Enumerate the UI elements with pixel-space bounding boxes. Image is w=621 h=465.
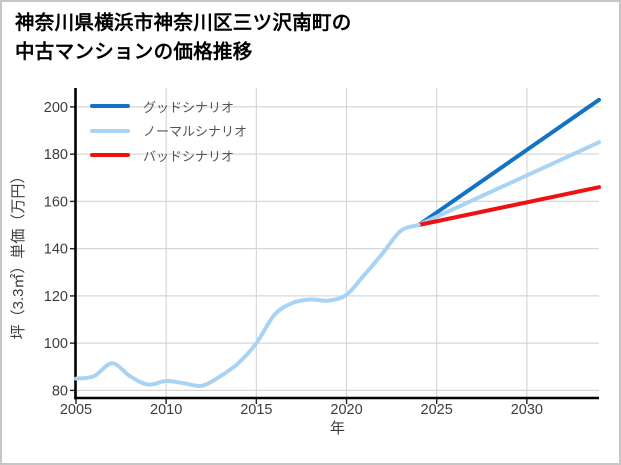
y-tick-label: 120 bbox=[44, 289, 68, 305]
axis-spines bbox=[74, 88, 599, 400]
y-tick-label: 180 bbox=[44, 147, 68, 163]
x-tick-label: 2020 bbox=[330, 402, 362, 418]
y-axis-label: 坪（3.3㎡）単価（万円） bbox=[10, 169, 27, 340]
chart-title-line2: 中古マンションの価格推移 bbox=[15, 40, 253, 63]
legend-line-icon-normal bbox=[90, 128, 130, 133]
legend-line-icon-bad bbox=[90, 153, 130, 157]
series-line-historical bbox=[74, 223, 421, 388]
legend-item-good: グッドシナリオ bbox=[90, 99, 247, 115]
gridlines bbox=[76, 88, 599, 398]
series-line-normal bbox=[416, 140, 601, 227]
x-tick-label: 2005 bbox=[60, 402, 92, 418]
y-tick-label: 200 bbox=[44, 100, 68, 116]
y-tick-label: 160 bbox=[44, 194, 68, 210]
x-axis-label: 年 bbox=[330, 420, 345, 437]
tick-labels: 2005 2010 2015 2020 2025 2030 80 100 120 140 160 18… bbox=[44, 100, 543, 418]
y-tick-label: 100 bbox=[44, 336, 68, 352]
x-tick-label: 2025 bbox=[421, 402, 453, 418]
chart-title: 神奈川県横浜市神奈川区三ツ沢南町の 中古マンションの価格推移 bbox=[15, 9, 352, 66]
chart-legend: グッドシナリオ ノーマルシナリオ バッドシナリオ bbox=[90, 99, 247, 173]
legend-label-bad: バッドシナリオ bbox=[143, 148, 235, 164]
legend-label-good: グッドシナリオ bbox=[143, 99, 235, 115]
series-line-bad bbox=[416, 185, 601, 227]
legend-label-normal: ノーマルシナリオ bbox=[143, 124, 248, 139]
y-tick-label: 140 bbox=[44, 242, 68, 258]
chart-title-line1: 神奈川県横浜市神奈川区三ツ沢南町の bbox=[15, 12, 352, 34]
y-tick-label: 80 bbox=[52, 383, 68, 399]
x-tick-label: 2030 bbox=[511, 402, 543, 418]
x-tick-label: 2015 bbox=[240, 402, 272, 418]
legend-item-normal: ノーマルシナリオ bbox=[90, 124, 248, 139]
x-tick-label: 2010 bbox=[150, 402, 182, 418]
legend-line-icon-good bbox=[90, 104, 130, 108]
series-line-good bbox=[416, 97, 601, 227]
legend-item-bad: バッドシナリオ bbox=[90, 148, 247, 164]
series-lines bbox=[74, 97, 601, 388]
